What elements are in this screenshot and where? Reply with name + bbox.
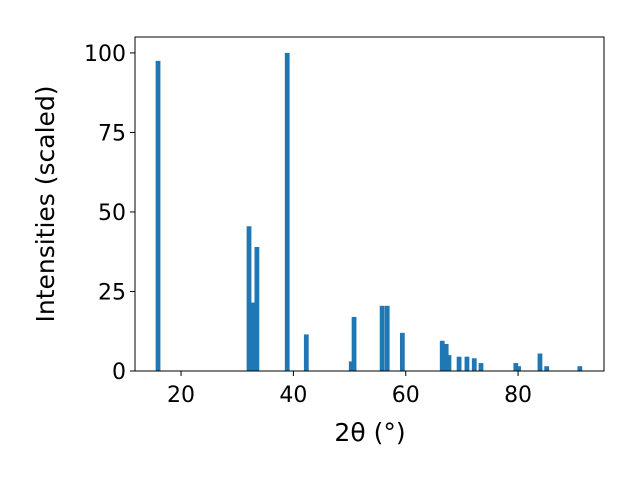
bar	[577, 366, 583, 371]
plot-frame	[134, 36, 605, 372]
y-tick-label: 0	[112, 360, 126, 385]
x-tick-label: 80	[504, 383, 532, 408]
x-tick-label: 60	[392, 383, 420, 408]
bar	[379, 305, 385, 371]
bar	[439, 340, 445, 371]
bar	[250, 302, 256, 371]
y-axis-label: Intensities (scaled)	[31, 85, 60, 322]
bar	[516, 366, 522, 371]
y-tick-label: 25	[98, 280, 126, 305]
y-tick-label: 100	[84, 42, 126, 67]
bar	[443, 343, 449, 371]
x-axis-label: 2θ (°)	[334, 418, 405, 447]
bar	[384, 305, 390, 371]
bar	[537, 353, 543, 371]
bar	[478, 363, 484, 371]
y-tick-label: 75	[98, 121, 126, 146]
bar	[303, 334, 309, 371]
bar	[348, 361, 354, 371]
bar	[544, 366, 550, 371]
bar	[471, 358, 477, 371]
bar	[513, 363, 519, 371]
bar	[464, 356, 470, 371]
bar	[446, 355, 452, 371]
bar	[246, 226, 252, 371]
bar	[351, 316, 357, 371]
bar	[456, 356, 462, 371]
x-tick-label: 20	[167, 383, 195, 408]
x-tick-label: 40	[279, 383, 307, 408]
bar	[399, 332, 405, 371]
bar	[155, 60, 161, 371]
y-tick-label: 50	[98, 201, 126, 226]
bar	[254, 246, 260, 371]
bar	[284, 52, 290, 372]
